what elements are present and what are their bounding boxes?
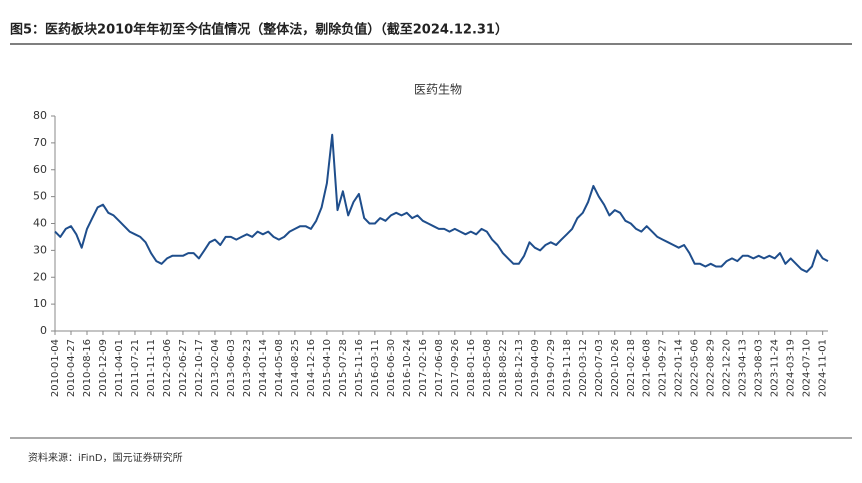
x-tick-label: 2012-10-17 <box>194 339 205 397</box>
page-title: 图5：医药板块2010年年初至今估值情况（整体法，剔除负值）（截至2024.12… <box>10 22 508 38</box>
x-tick-label: 2021-09-27 <box>658 339 669 397</box>
x-tick-label: 2014-01-14 <box>258 339 269 397</box>
x-tick-label: 2012-03-06 <box>162 339 173 397</box>
x-tick-label: 2023-11-24 <box>770 339 781 397</box>
x-tick-label: 2013-06-03 <box>226 339 237 397</box>
x-tick-label: 2015-07-28 <box>338 339 349 397</box>
x-tick-label: 2014-12-16 <box>306 339 317 397</box>
x-tick-label: 2017-09-26 <box>450 339 461 397</box>
x-tick-label: 2019-11-18 <box>562 339 573 397</box>
y-tick-label: 70 <box>33 136 47 149</box>
y-tick-label: 0 <box>40 324 47 337</box>
x-tick-label: 2020-07-03 <box>594 339 605 397</box>
y-tick-label: 50 <box>33 190 47 203</box>
source-note: 资料来源：iFinD，国元证券研究所 <box>28 451 183 464</box>
x-tick-label: 2012-06-27 <box>178 339 189 397</box>
y-tick-label: 10 <box>33 297 47 310</box>
x-tick-label: 2018-08-22 <box>498 339 509 397</box>
x-tick-label: 2010-01-04 <box>50 339 61 397</box>
x-tick-label: 2023-04-13 <box>738 339 749 397</box>
x-tick-label: 2016-06-30 <box>386 339 397 397</box>
x-tick-label: 2014-08-25 <box>290 339 301 397</box>
x-tick-label: 2022-05-06 <box>690 339 701 397</box>
x-tick-label: 2013-02-04 <box>210 339 221 397</box>
x-tick-label: 2016-10-24 <box>402 339 413 397</box>
x-tick-label: 2015-11-16 <box>354 339 365 397</box>
x-tick-label: 2015-04-10 <box>322 339 333 397</box>
x-tick-label: 2024-03-19 <box>786 339 797 397</box>
x-tick-label: 2021-02-18 <box>626 339 637 397</box>
x-tick-label: 2024-11-01 <box>818 339 829 397</box>
x-tick-label: 2011-04-01 <box>114 339 125 397</box>
chart-title: 医药生物 <box>414 83 462 97</box>
x-tick-label: 2017-02-16 <box>418 339 429 397</box>
x-tick-label: 2018-12-13 <box>514 339 525 397</box>
x-tick-label: 2019-04-09 <box>530 339 541 397</box>
series-line <box>54 133 829 273</box>
x-tick-label: 2022-12-20 <box>722 339 733 397</box>
x-tick-label: 2018-05-08 <box>482 339 493 397</box>
x-tick-label: 2020-03-12 <box>578 339 589 397</box>
y-tick-label: 40 <box>33 217 47 230</box>
y-tick-label: 60 <box>33 163 47 176</box>
x-tick-label: 2022-08-29 <box>706 339 717 397</box>
x-tick-label: 2016-03-11 <box>370 339 381 397</box>
x-tick-label: 2020-10-26 <box>610 339 621 397</box>
x-tick-label: 2010-12-09 <box>98 339 109 397</box>
x-tick-label: 2024-07-10 <box>802 339 813 397</box>
x-tick-label: 2023-08-03 <box>754 339 765 397</box>
x-tick-label: 2011-07-21 <box>130 339 141 397</box>
x-tick-label: 2010-08-16 <box>82 339 93 397</box>
x-tick-label: 2010-04-27 <box>66 339 77 397</box>
x-tick-label: 2011-11-11 <box>146 339 157 397</box>
y-tick-label: 30 <box>33 243 47 256</box>
y-tick-label: 80 <box>33 109 47 122</box>
y-tick-label: 20 <box>33 270 47 283</box>
x-tick-label: 2021-06-08 <box>642 339 653 397</box>
x-tick-label: 2014-05-08 <box>274 339 285 397</box>
x-tick-label: 2013-09-23 <box>242 339 253 397</box>
x-tick-label: 2018-01-16 <box>466 339 477 397</box>
x-tick-label: 2017-06-08 <box>434 339 445 397</box>
x-tick-label: 2019-07-29 <box>546 339 557 397</box>
x-tick-label: 2022-01-14 <box>674 339 685 397</box>
